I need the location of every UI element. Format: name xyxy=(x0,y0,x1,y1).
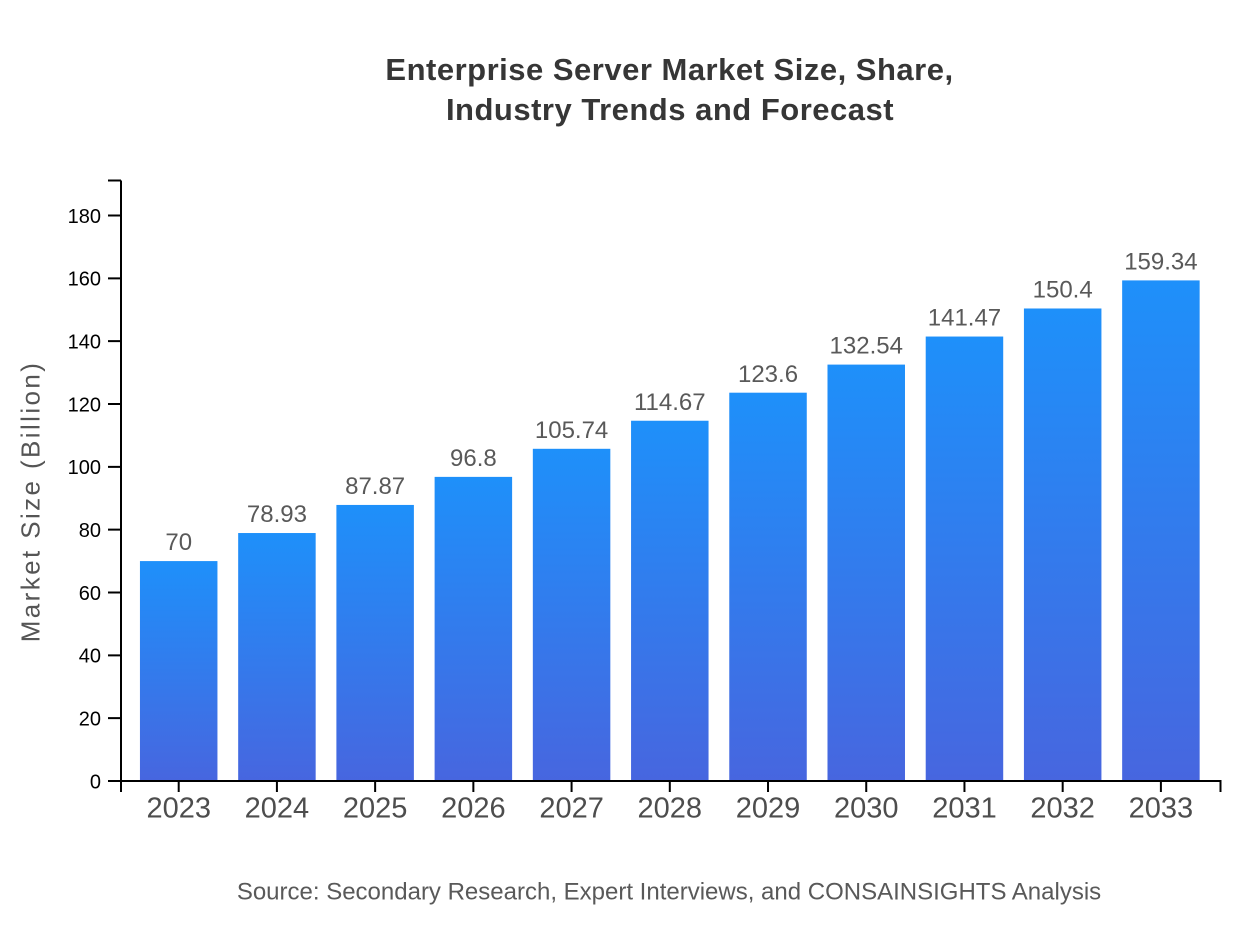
svg-text:132.54: 132.54 xyxy=(830,333,903,360)
svg-text:2030: 2030 xyxy=(834,793,899,825)
svg-text:180: 180 xyxy=(68,206,101,228)
svg-text:100: 100 xyxy=(68,457,101,479)
svg-text:2032: 2032 xyxy=(1030,793,1095,825)
svg-text:Market Size (Billion): Market Size (Billion) xyxy=(16,361,46,643)
svg-text:2031: 2031 xyxy=(932,793,997,825)
svg-text:2033: 2033 xyxy=(1129,793,1194,825)
svg-text:160: 160 xyxy=(68,269,101,291)
svg-text:2026: 2026 xyxy=(441,793,506,825)
svg-text:2024: 2024 xyxy=(245,793,310,825)
svg-text:80: 80 xyxy=(79,520,101,542)
svg-text:2027: 2027 xyxy=(539,793,604,825)
svg-text:87.87: 87.87 xyxy=(345,473,405,500)
svg-text:20: 20 xyxy=(79,709,101,731)
svg-text:150.4: 150.4 xyxy=(1033,277,1093,304)
svg-text:105.74: 105.74 xyxy=(535,417,608,444)
svg-text:2028: 2028 xyxy=(638,793,703,825)
svg-text:2023: 2023 xyxy=(146,793,211,825)
svg-text:40: 40 xyxy=(79,646,101,668)
svg-text:0: 0 xyxy=(90,771,101,793)
svg-text:120: 120 xyxy=(68,394,101,416)
svg-text:Enterprise Server Market Size,: Enterprise Server Market Size, Share, xyxy=(385,52,953,87)
svg-text:60: 60 xyxy=(79,583,101,605)
svg-text:2025: 2025 xyxy=(343,793,408,825)
svg-text:Source: Secondary Research, Ex: Source: Secondary Research, Expert Inter… xyxy=(237,879,1101,906)
svg-text:78.93: 78.93 xyxy=(247,501,307,528)
svg-text:141.47: 141.47 xyxy=(928,305,1001,332)
svg-text:70: 70 xyxy=(165,529,192,556)
svg-text:2029: 2029 xyxy=(736,793,801,825)
svg-text:140: 140 xyxy=(68,332,101,354)
svg-text:96.8: 96.8 xyxy=(450,445,497,472)
svg-text:123.6: 123.6 xyxy=(738,361,798,388)
svg-text:Industry Trends and Forecast: Industry Trends and Forecast xyxy=(446,92,894,127)
svg-text:159.34: 159.34 xyxy=(1124,249,1197,276)
svg-text:114.67: 114.67 xyxy=(634,389,706,416)
